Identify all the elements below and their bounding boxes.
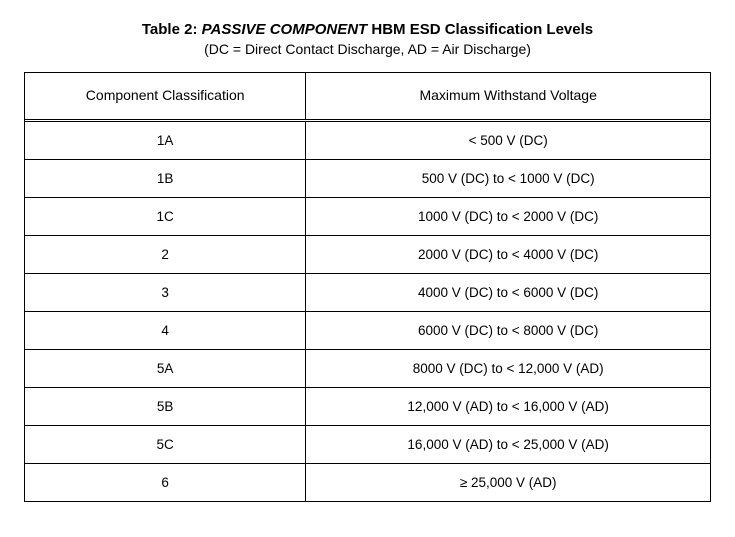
- cell-classification: 4: [25, 311, 306, 349]
- table-body: 1A < 500 V (DC) 1B 500 V (DC) to < 1000 …: [25, 120, 710, 501]
- table-row: 4 6000 V (DC) to < 8000 V (DC): [25, 311, 710, 349]
- col-header-voltage: Maximum Withstand Voltage: [306, 73, 710, 121]
- cell-voltage: 1000 V (DC) to < 2000 V (DC): [306, 197, 710, 235]
- table-row: 5C 16,000 V (AD) to < 25,000 V (AD): [25, 425, 710, 463]
- cell-voltage: 4000 V (DC) to < 6000 V (DC): [306, 273, 710, 311]
- table-row: 5B 12,000 V (AD) to < 16,000 V (AD): [25, 387, 710, 425]
- cell-classification: 1C: [25, 197, 306, 235]
- table-row: 5A 8000 V (DC) to < 12,000 V (AD): [25, 349, 710, 387]
- cell-voltage: 500 V (DC) to < 1000 V (DC): [306, 159, 710, 197]
- cell-classification: 5B: [25, 387, 306, 425]
- table-row: 1C 1000 V (DC) to < 2000 V (DC): [25, 197, 710, 235]
- cell-voltage: 12,000 V (AD) to < 16,000 V (AD): [306, 387, 710, 425]
- table-header-row: Component Classification Maximum Withsta…: [25, 73, 710, 121]
- cell-classification: 2: [25, 235, 306, 273]
- cell-classification: 5A: [25, 349, 306, 387]
- cell-classification: 1A: [25, 120, 306, 159]
- cell-voltage: ≥ 25,000 V (AD): [306, 463, 710, 501]
- cell-voltage: < 500 V (DC): [306, 120, 710, 159]
- classification-table: Component Classification Maximum Withsta…: [25, 73, 710, 501]
- cell-classification: 6: [25, 463, 306, 501]
- cell-voltage: 6000 V (DC) to < 8000 V (DC): [306, 311, 710, 349]
- col-header-classification: Component Classification: [25, 73, 306, 121]
- cell-voltage: 16,000 V (AD) to < 25,000 V (AD): [306, 425, 710, 463]
- table-row: 1A < 500 V (DC): [25, 120, 710, 159]
- table-row: 1B 500 V (DC) to < 1000 V (DC): [25, 159, 710, 197]
- table-row: 3 4000 V (DC) to < 6000 V (DC): [25, 273, 710, 311]
- table-row: 6 ≥ 25,000 V (AD): [25, 463, 710, 501]
- cell-classification: 1B: [25, 159, 306, 197]
- caption-rest: HBM ESD Classification Levels: [367, 21, 593, 38]
- table-caption: Table 2: PASSIVE COMPONENT HBM ESD Class…: [24, 20, 711, 58]
- caption-subtitle: (DC = Direct Contact Discharge, AD = Air…: [24, 40, 711, 58]
- cell-classification: 5C: [25, 425, 306, 463]
- caption-lead: Table 2:: [142, 21, 202, 38]
- table-outer-border: Component Classification Maximum Withsta…: [24, 72, 711, 502]
- cell-voltage: 2000 V (DC) to < 4000 V (DC): [306, 235, 710, 273]
- cell-classification: 3: [25, 273, 306, 311]
- table-row: 2 2000 V (DC) to < 4000 V (DC): [25, 235, 710, 273]
- cell-voltage: 8000 V (DC) to < 12,000 V (AD): [306, 349, 710, 387]
- caption-emphasis: PASSIVE COMPONENT: [202, 21, 368, 38]
- caption-line-1: Table 2: PASSIVE COMPONENT HBM ESD Class…: [24, 20, 711, 40]
